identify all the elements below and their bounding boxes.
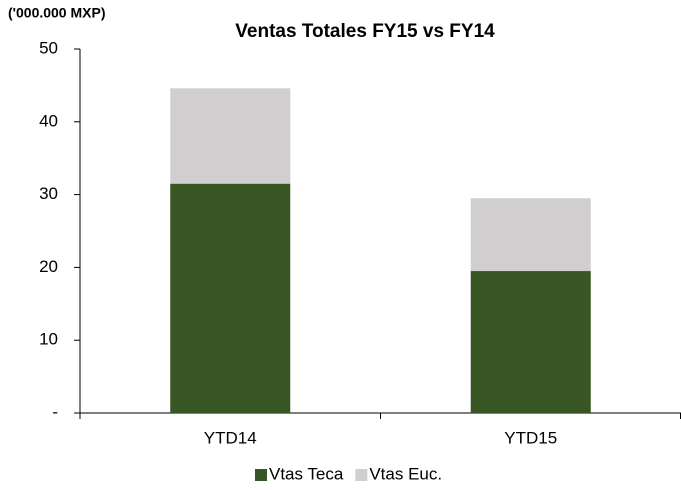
legend-label: Vtas Teca [269,464,344,483]
y-tick-label: - [52,402,58,421]
y-tick-label: 30 [39,184,58,203]
y-tick-label: 10 [39,330,58,349]
x-tick-label: YTD15 [504,428,557,447]
legend-swatch [255,469,267,481]
x-tick-label: YTD14 [204,428,257,447]
bar-segment [170,183,291,413]
bar-segment [470,271,591,413]
chart-title: Ventas Totales FY15 vs FY14 [235,21,495,42]
bar-segment [470,198,591,272]
bar-segment [170,88,291,184]
y-tick-label: 40 [39,111,58,130]
legend-label: Vtas Euc. [369,464,442,483]
y-axis-label: ('000.000 MXP) [8,5,106,21]
legend-swatch [355,469,368,481]
y-tick-label: 20 [39,257,58,276]
y-tick-label: 50 [39,38,58,57]
